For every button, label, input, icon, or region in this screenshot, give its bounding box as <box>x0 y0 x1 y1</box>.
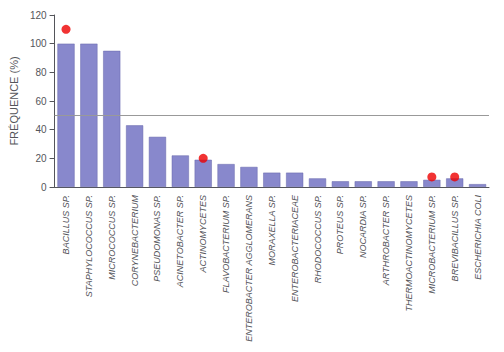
svg-text:NOCARDIA SP.: NOCARDIA SP. <box>358 195 368 258</box>
svg-text:ARTHROBACTER SP.: ARTHROBACTER SP. <box>381 195 391 286</box>
svg-text:PROTEUS SP.: PROTEUS SP. <box>335 195 345 254</box>
svg-text:ACINETOBACTER SP.: ACINETOBACTER SP. <box>175 195 185 288</box>
svg-text:STAPHYLOCOCCUS SP.: STAPHYLOCOCCUS SP. <box>84 195 94 297</box>
svg-text:BACILLUS SP.: BACILLUS SP. <box>61 195 71 254</box>
svg-text:40: 40 <box>35 124 47 135</box>
svg-text:120: 120 <box>30 10 47 21</box>
svg-text:60: 60 <box>35 96 47 107</box>
svg-text:MICROBACTERIUM SP.: MICROBACTERIUM SP. <box>427 195 437 294</box>
svg-text:RHODOCOCCUS SP.: RHODOCOCCUS SP. <box>313 195 323 283</box>
svg-text:FRÉQUENCE (%): FRÉQUENCE (%) <box>8 56 20 145</box>
svg-text:MORAXELLA SP.: MORAXELLA SP. <box>267 195 277 266</box>
svg-text:100: 100 <box>30 38 47 49</box>
svg-text:BREVIBACILLUS SP.: BREVIBACILLUS SP. <box>450 195 460 281</box>
svg-text:PSEUDOMONAS SP.: PSEUDOMONAS SP. <box>152 195 162 282</box>
svg-text:FLAVOBACTERIUM SP.: FLAVOBACTERIUM SP. <box>221 195 231 293</box>
svg-text:ACTINOMYCETES: ACTINOMYCETES <box>198 195 208 274</box>
svg-text:ENTEROBACTERIACEAE: ENTEROBACTERIACEAE <box>290 194 300 302</box>
svg-text:80: 80 <box>35 67 47 78</box>
svg-text:CORYNEBACTERIUM: CORYNEBACTERIUM <box>130 195 140 287</box>
svg-text:ESCHERICHIA COLI: ESCHERICHIA COLI <box>473 195 483 280</box>
svg-text:0: 0 <box>41 182 47 193</box>
svg-text:MICROCOCCUS SP.: MICROCOCCUS SP. <box>107 195 117 280</box>
svg-text:20: 20 <box>35 153 47 164</box>
svg-text:ENTEROBACTER AGGLOMERANS: ENTEROBACTER AGGLOMERANS <box>244 195 254 342</box>
svg-text:THERMOACTINOMYCETES: THERMOACTINOMYCETES <box>404 195 414 312</box>
